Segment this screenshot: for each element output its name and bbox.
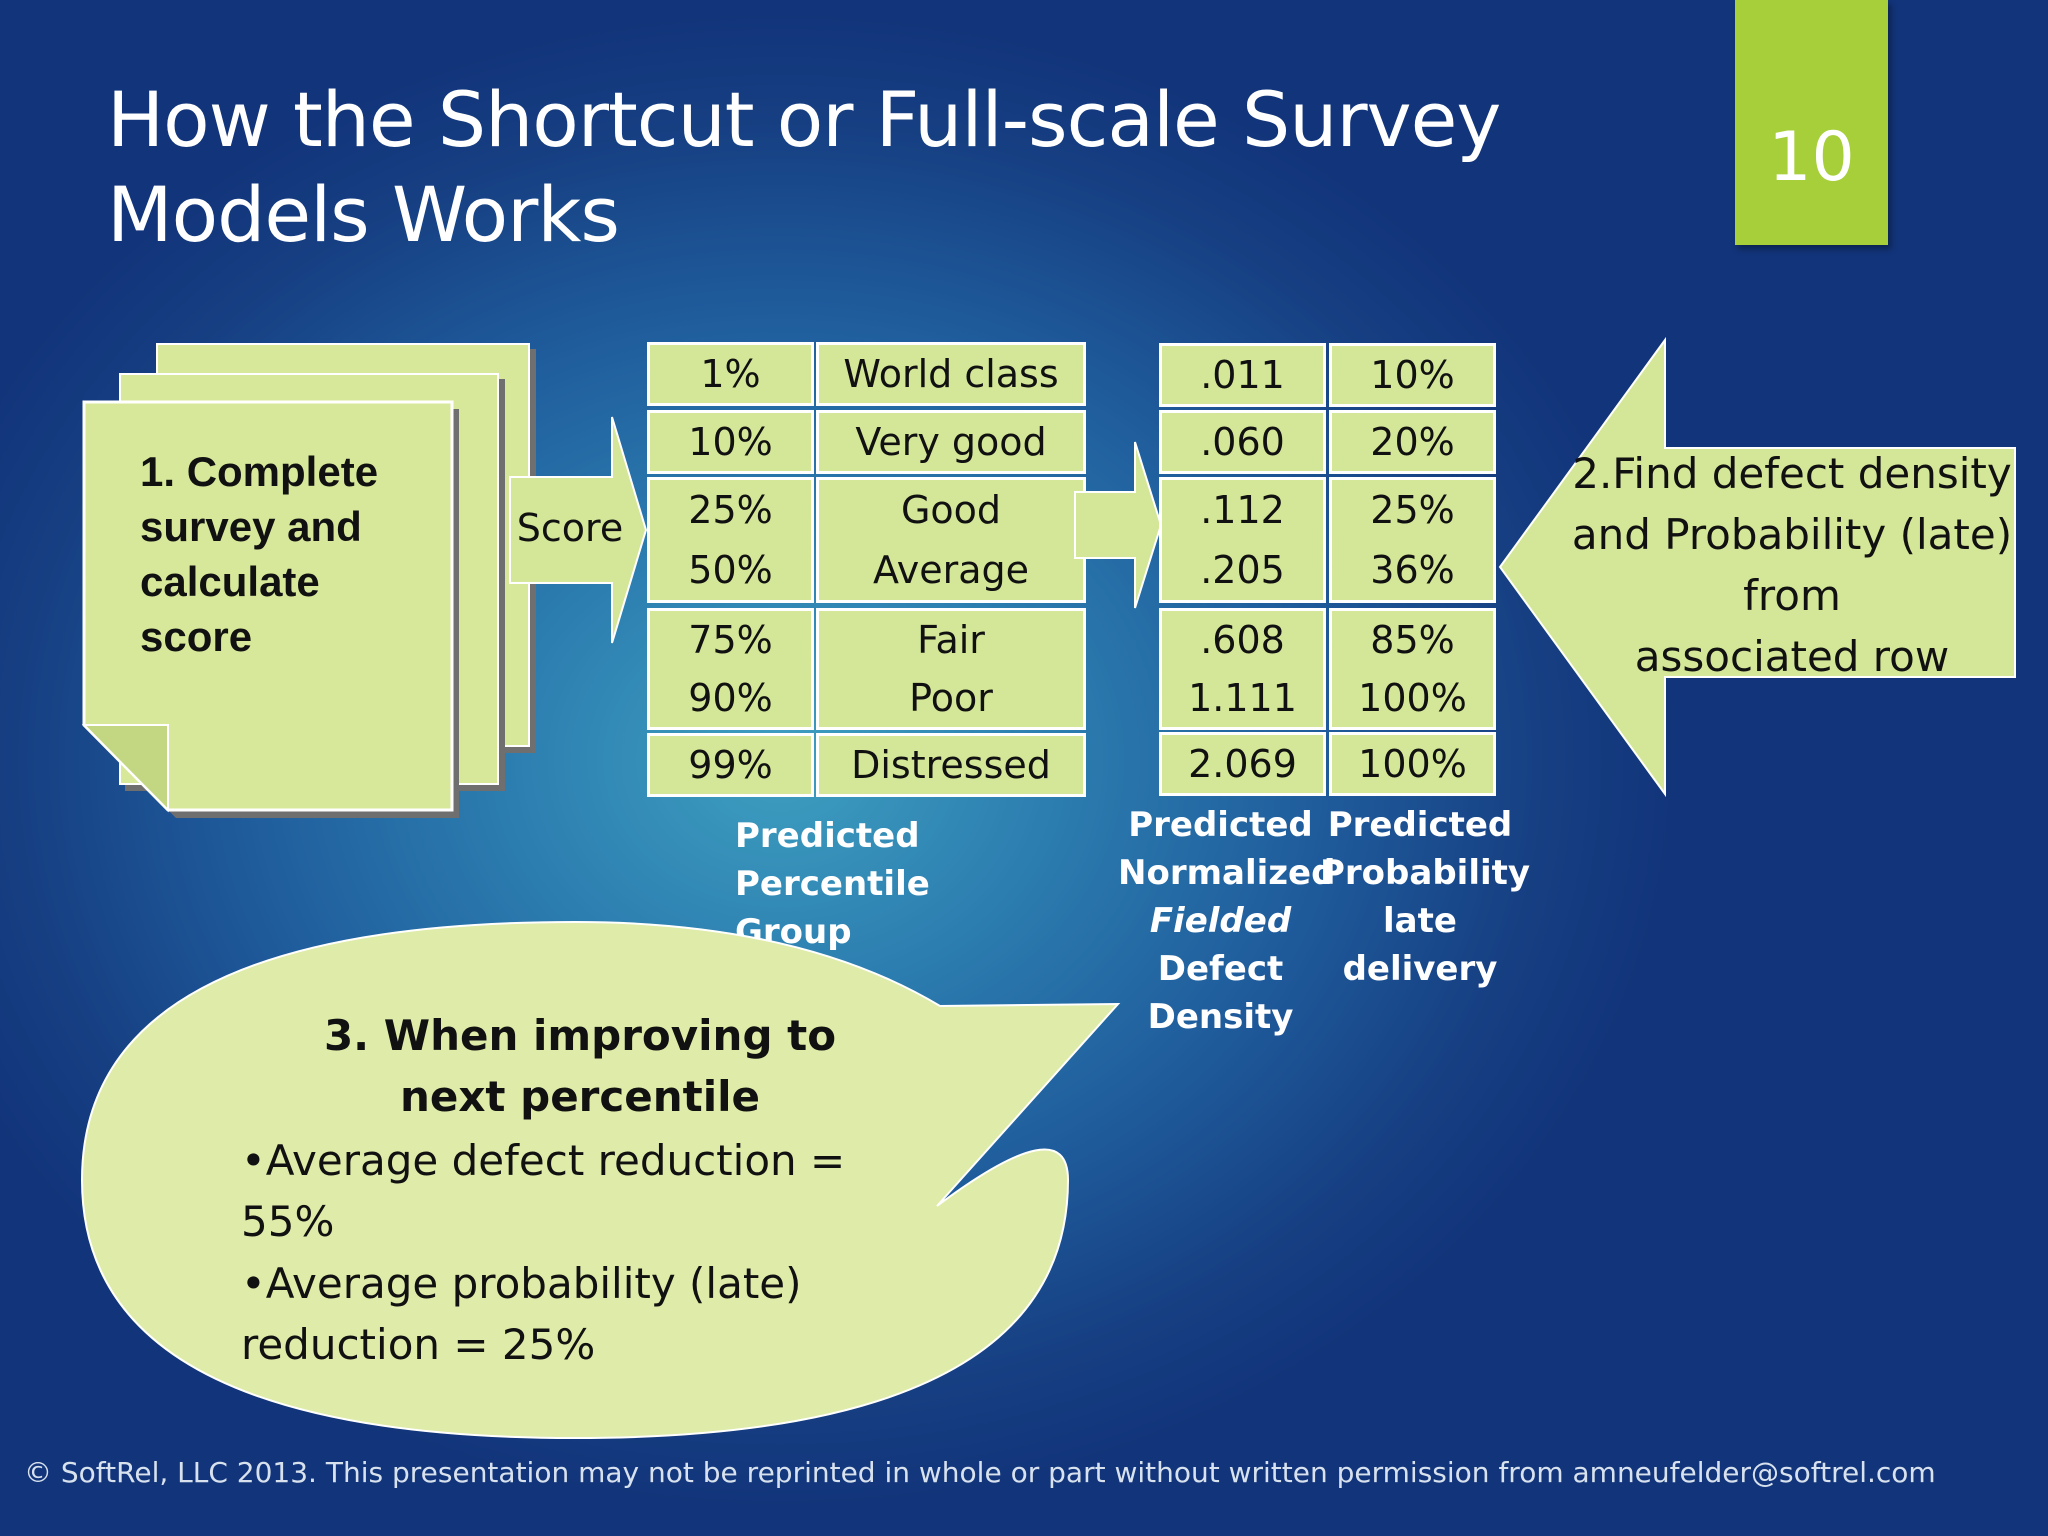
group-cell: Good: [900, 488, 1002, 532]
slide-number: 10: [1735, 0, 1888, 245]
density-cell: 2.069: [1159, 732, 1326, 796]
step2-label: 2.Find defect density and Probability (l…: [1545, 443, 2039, 687]
group-cell: Very good: [816, 410, 1086, 474]
probability-cell-pair: 25% 36%: [1329, 477, 1496, 603]
step2-line: and Probability (late): [1571, 510, 2013, 559]
percentile-caption: Predicted Percentile Group: [735, 816, 930, 952]
probability-caption-line: Probability: [1320, 853, 1531, 893]
survey-page-front: [82, 400, 459, 818]
percent-cell: 10%: [647, 410, 814, 474]
density-caption-line: Fielded: [1149, 901, 1292, 941]
slide-title: How the Shortcut or Full-scale Survey Mo…: [107, 75, 1501, 259]
step3-bullet: •Average defect reduction = 55%: [241, 1136, 846, 1246]
copyright-footer: © SoftRel, LLC 2013. This presentation m…: [24, 1456, 1936, 1489]
percent-cell: 1%: [647, 342, 814, 406]
step2-line: from: [1743, 571, 1841, 620]
step2-line: associated row: [1634, 632, 1950, 681]
density-cell: .060: [1159, 410, 1326, 474]
probability-caption-line: delivery: [1342, 949, 1498, 989]
group-cell: Distressed: [816, 733, 1086, 797]
group-cell-pair: Good Average: [816, 477, 1086, 603]
probability-cell: 20%: [1329, 410, 1496, 474]
group-cell: Average: [872, 548, 1030, 592]
probability-cell: 10%: [1329, 343, 1496, 407]
percent-cell: 50%: [688, 548, 773, 592]
density-caption-line: Density: [1147, 997, 1294, 1037]
group-cell: World class: [816, 342, 1086, 406]
density-caption-line: Normalized: [1118, 853, 1336, 893]
percent-cell-pair: 75% 90%: [647, 608, 814, 730]
probability-cell: 25%: [1370, 488, 1455, 532]
group-cell: Poor: [909, 676, 993, 720]
probability-caption-line: late: [1383, 901, 1457, 941]
probability-caption: Predicted Probability late delivery: [1320, 801, 1531, 993]
density-cell-pair: .608 1.111: [1159, 608, 1326, 730]
percent-cell: 99%: [647, 733, 814, 797]
density-caption: Predicted Normalized Fielded Defect Dens…: [1118, 801, 1336, 1041]
score-arrow: [509, 416, 648, 644]
density-caption-line: Defect: [1157, 949, 1284, 989]
step2-line: 2.Find defect density: [1572, 449, 2012, 498]
step1-label: 1. Complete survey and calculate score: [140, 448, 379, 660]
density-cell: 1.111: [1188, 676, 1297, 720]
step3-bullet: •Average probability (late) reduction = …: [241, 1259, 802, 1369]
percent-cell: 25%: [688, 488, 773, 532]
group-cell-pair: Fair Poor: [816, 608, 1086, 730]
step3-heading: 3. When improving to next percentile: [323, 1011, 837, 1121]
probability-cell: 85%: [1370, 618, 1455, 662]
probability-cell: 100%: [1358, 676, 1467, 720]
percent-cell: 75%: [688, 618, 773, 662]
probability-cell: 100%: [1329, 732, 1496, 796]
percent-cell-pair: 25% 50%: [647, 477, 814, 603]
density-cell: .112: [1200, 488, 1285, 532]
improvement-bubble: [80, 920, 1121, 1440]
density-caption-line: Predicted: [1128, 805, 1313, 845]
probability-caption-line: Predicted: [1327, 805, 1513, 845]
density-cell: .011: [1159, 343, 1326, 407]
density-cell: .608: [1200, 618, 1285, 662]
density-cell: .205: [1200, 548, 1285, 592]
group-cell: Fair: [917, 618, 985, 662]
probability-cell-pair: 85% 100%: [1329, 608, 1496, 730]
density-cell-pair: .112 .205: [1159, 477, 1326, 603]
lookup-arrow: [1074, 441, 1163, 609]
percent-cell: 90%: [688, 676, 773, 720]
probability-cell: 36%: [1370, 548, 1455, 592]
score-label: Score: [516, 506, 624, 550]
find-arrow: [1498, 337, 2016, 797]
